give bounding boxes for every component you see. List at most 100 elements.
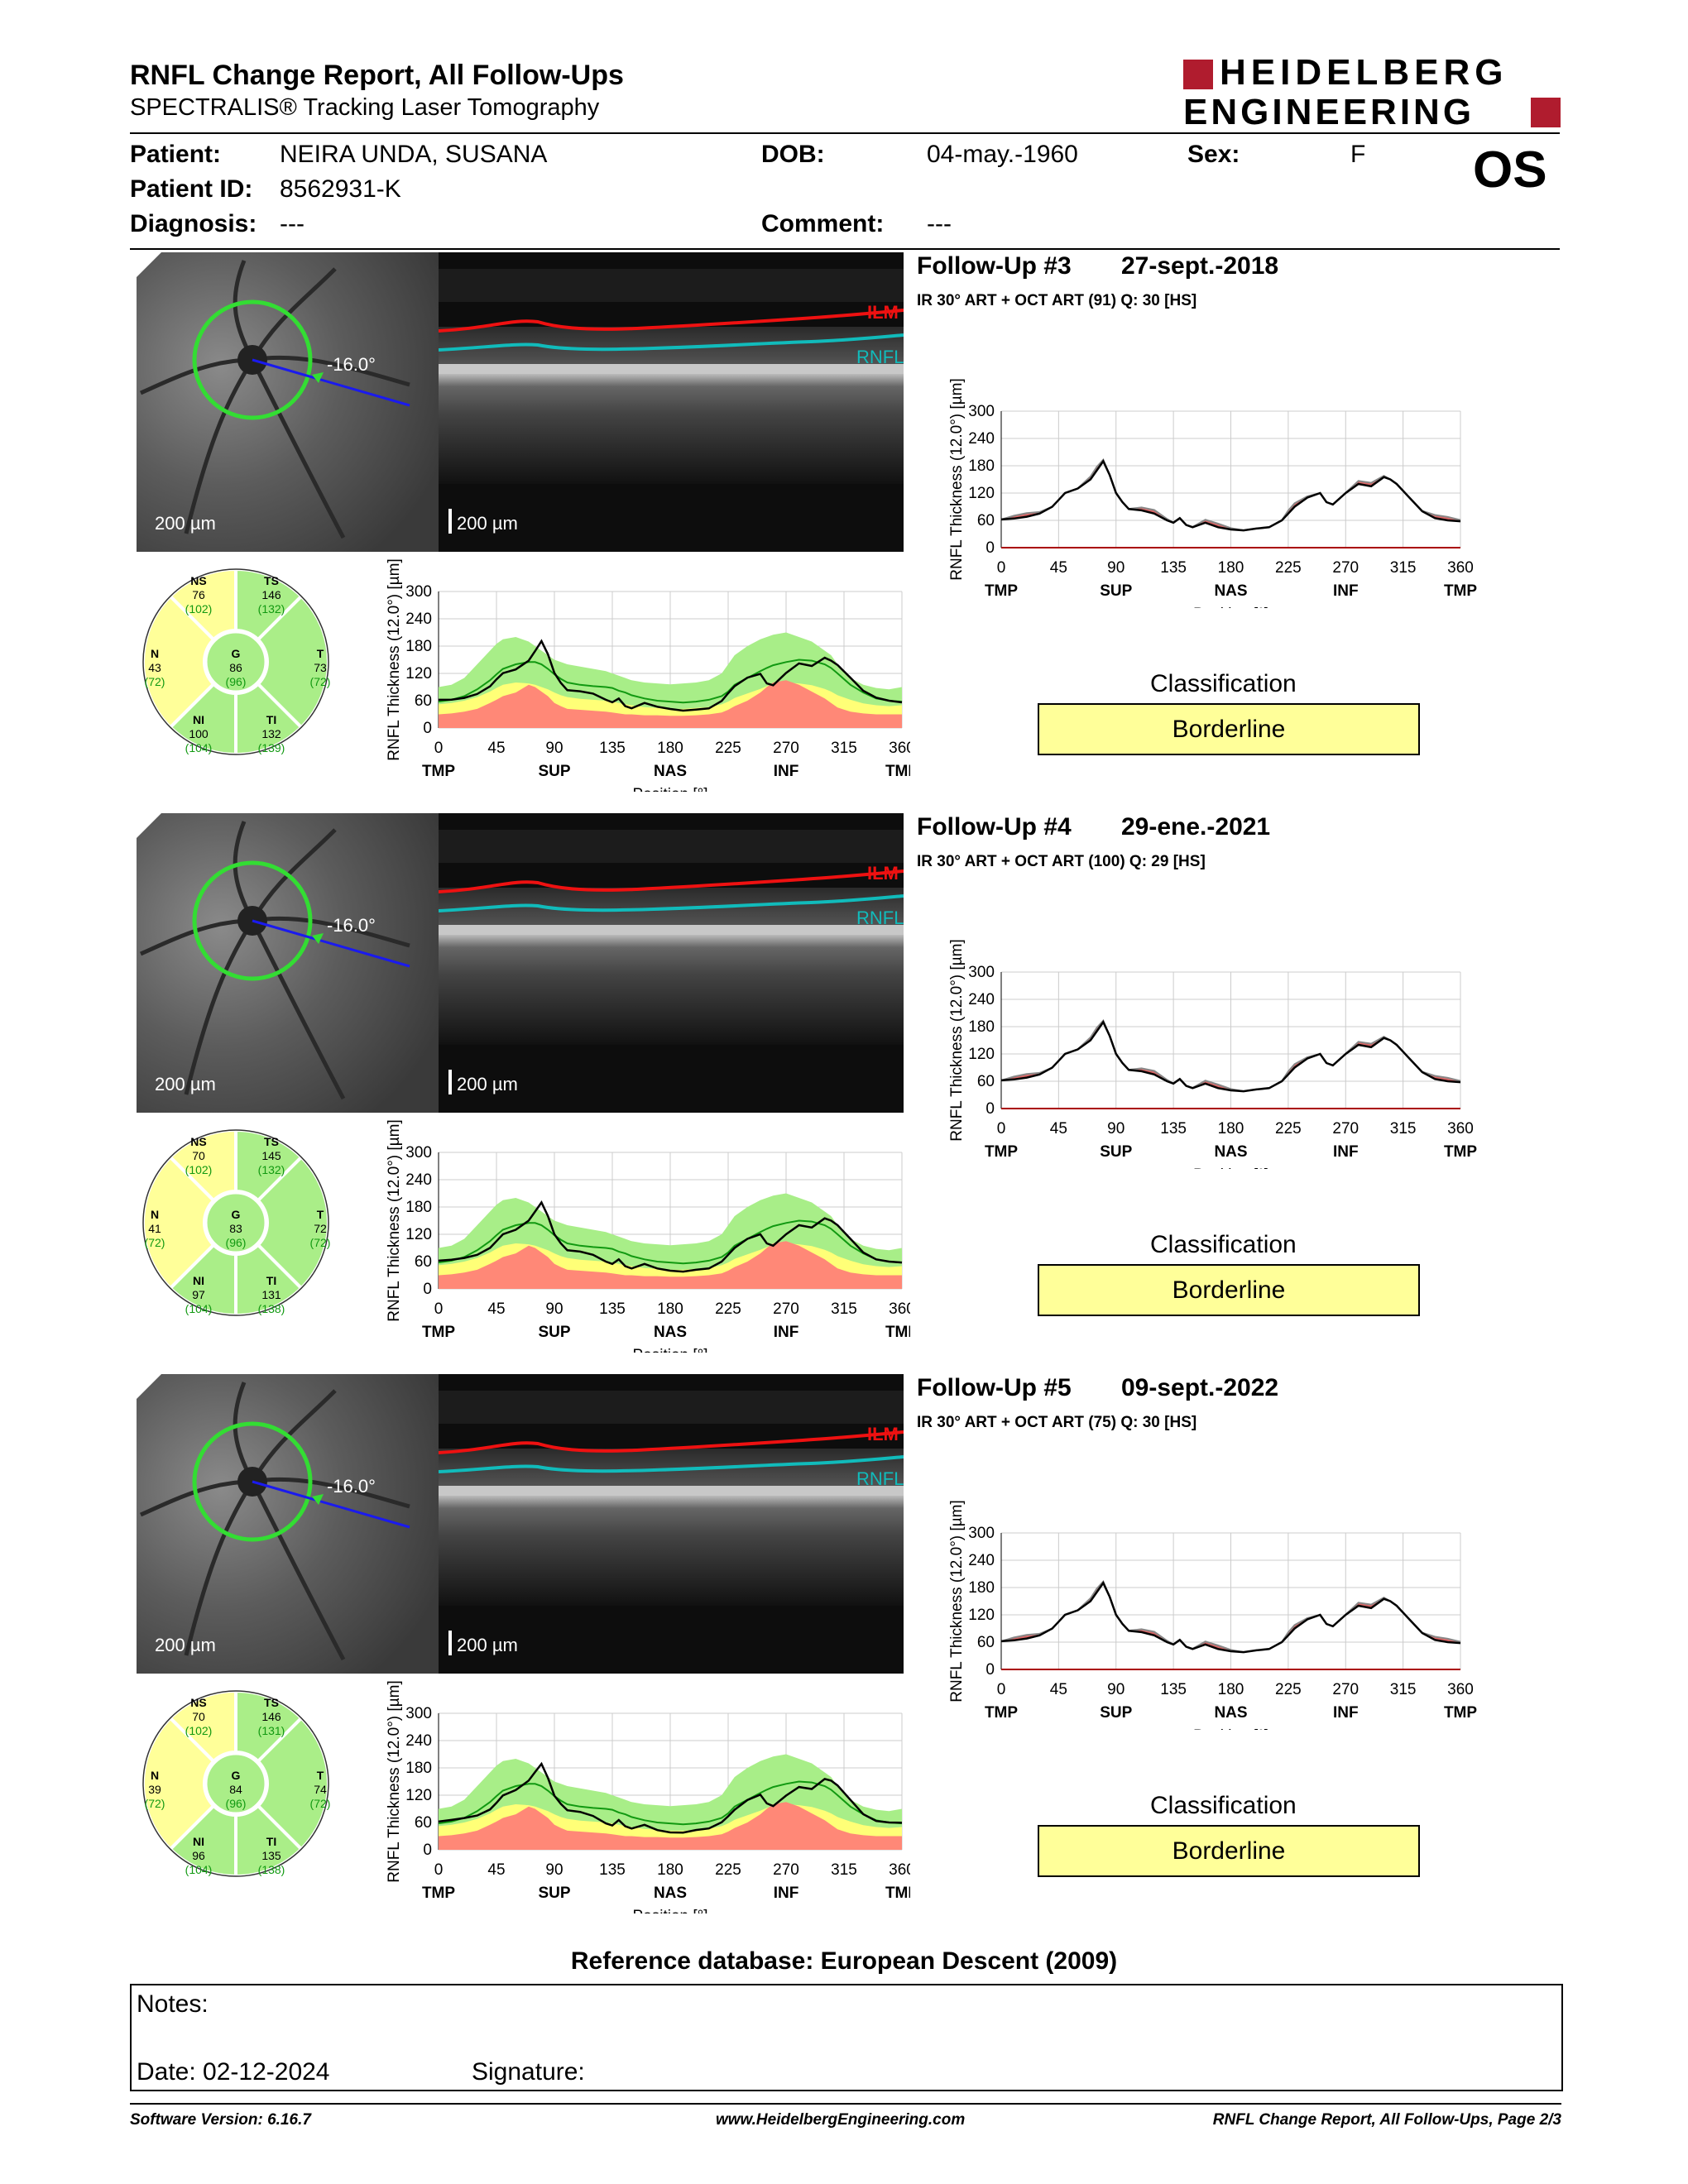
change-chart-x-tick: 0 <box>997 1681 1006 1698</box>
sector-ts-label: TS <box>264 1696 279 1709</box>
sector-ns-normal: (102) <box>185 1724 213 1737</box>
classification-result: Borderline <box>1038 1825 1420 1877</box>
ilm-label: ILM <box>867 302 899 323</box>
small-chart-x-tick: 45 <box>487 1300 505 1318</box>
sector-ni-value: 97 <box>192 1288 205 1301</box>
small-chart-x-tick: 315 <box>831 1300 857 1318</box>
small-chart-y-tick: 180 <box>405 638 432 655</box>
small-chart-region-label: SUP <box>538 1885 570 1902</box>
change-chart-y-tick: 300 <box>968 403 995 420</box>
logo-line2: ENGINEERING <box>1183 92 1475 132</box>
small-chart-y-tick: 60 <box>415 1253 432 1271</box>
ilm-line <box>439 309 904 333</box>
patient-label: Patient: <box>130 141 222 168</box>
rpe-band <box>439 1486 904 1496</box>
bscan-scale: 200 µm <box>457 513 518 534</box>
small-chart-x-axis-label: Position [°] <box>632 1347 707 1353</box>
rnfl-label: RNFL <box>856 1468 904 1489</box>
small-chart-y-tick: 180 <box>405 1199 432 1216</box>
ilm-label: ILM <box>867 863 899 884</box>
sector-ni-normal: (104) <box>185 1863 213 1876</box>
small-chart-region-label: TMP <box>885 1324 910 1341</box>
change-chart-region-label: TMP <box>985 1704 1018 1722</box>
change-chart-x-tick: 45 <box>1050 1120 1067 1138</box>
scan-arrow <box>312 1494 324 1505</box>
sector-shapes <box>141 1128 330 1318</box>
change-chart-x-tick: 225 <box>1275 1120 1302 1138</box>
small-chart-y-tick: 60 <box>415 692 432 710</box>
sector-ns-value: 76 <box>192 588 205 601</box>
small-chart-y-tick: 60 <box>415 1814 432 1832</box>
change-chart-x-tick: 135 <box>1160 1681 1187 1698</box>
followup-line <box>1000 1581 1461 1654</box>
change-chart-region-label: INF <box>1333 582 1359 600</box>
scan-start-line <box>252 1480 410 1529</box>
sector-t-value: 72 <box>314 1222 327 1235</box>
baseline-line <box>1000 1018 1461 1093</box>
change-chart-region-label: TMP <box>985 582 1018 600</box>
change-chart-y-tick: 0 <box>985 1661 995 1679</box>
sector-outline <box>142 1129 329 1316</box>
sector-n-normal: (72) <box>145 1236 165 1249</box>
sector-ti-label: TI <box>266 1835 276 1848</box>
outside-normal-band <box>439 1241 902 1289</box>
small-chart-region-label: NAS <box>654 1885 687 1902</box>
sector-g-value: 86 <box>229 661 242 674</box>
sector-n-normal: (72) <box>145 675 165 688</box>
followup-line <box>1000 1020 1461 1093</box>
sector-t-value: 74 <box>314 1783 327 1796</box>
small-chart-y-tick: 0 <box>423 1281 432 1298</box>
small-chart-y-tick: 120 <box>405 1226 432 1243</box>
small-chart-region-label: NAS <box>654 763 687 780</box>
small-chart-x-tick: 0 <box>434 1300 444 1318</box>
followup-title: Follow-Up #4 <box>917 813 1072 841</box>
followup-title: Follow-Up #5 <box>917 1374 1072 1401</box>
logo-square-top <box>1183 60 1213 89</box>
change-chart-region-label: NAS <box>1214 1704 1247 1722</box>
patient-rule <box>130 248 1560 250</box>
website-link[interactable]: www.HeidelbergEngineering.com <box>716 2111 966 2129</box>
change-chart-y-tick: 180 <box>968 1579 995 1597</box>
bscan-svg <box>439 1374 904 1674</box>
change-chart-x-tick: 0 <box>997 559 1006 577</box>
change-chart-x-tick: 315 <box>1390 559 1417 577</box>
sector-ts-label: TS <box>264 1135 279 1148</box>
change-chart-y-tick: 240 <box>968 991 995 1008</box>
reference-database: Reference database: European Descent (20… <box>570 1947 1118 1975</box>
small-chart-y-tick: 240 <box>405 1732 432 1750</box>
change-chart-y-tick: 300 <box>968 964 995 981</box>
small-chart-y-tick: 120 <box>405 1787 432 1804</box>
followup-line <box>1000 459 1461 532</box>
sector-t-label: T <box>317 1769 324 1782</box>
angle-label: -16.0° <box>327 354 376 375</box>
small-chart-y-axis-label: RNFL Thickness (12.0°) [µm] <box>386 558 403 761</box>
change-chart-x-tick: 90 <box>1107 559 1125 577</box>
small-chart-x-tick: 315 <box>831 740 857 757</box>
change-chart-y-axis-label: RNFL Thickness (12.0°) [µm] <box>948 378 966 581</box>
sector-ns-normal: (102) <box>185 1163 213 1176</box>
small-chart-y-tick: 240 <box>405 1171 432 1189</box>
small-chart-x-axis-label: Position [°] <box>632 786 707 792</box>
change-chart-region-label: SUP <box>1100 582 1132 600</box>
small-chart-y-axis-label: RNFL Thickness (12.0°) [µm] <box>386 1680 403 1883</box>
change-chart-y-tick: 240 <box>968 430 995 448</box>
change-chart-x-tick: 225 <box>1275 1681 1302 1698</box>
comment-value: --- <box>927 210 952 237</box>
bscan-scale: 200 µm <box>457 1635 518 1655</box>
report-date: Date: 02-12-2024 <box>137 2058 330 2086</box>
outside-normal-band <box>439 1802 902 1850</box>
change-chart-x-tick: 180 <box>1218 1120 1244 1138</box>
change-chart-x-tick: 135 <box>1160 1120 1187 1138</box>
small-chart-y-tick: 180 <box>405 1760 432 1777</box>
sector-ts-value: 146 <box>261 1710 281 1723</box>
sex-value: F <box>1350 141 1366 168</box>
footer-rule <box>130 2103 1561 2105</box>
page-info: RNFL Change Report, All Follow-Ups, Page… <box>1212 2111 1561 2129</box>
sector-ts-normal: (132) <box>258 1163 285 1176</box>
sector-ti-label: TI <box>266 713 276 726</box>
fundus-scale: 200 µm <box>155 1635 216 1655</box>
small-chart-x-tick: 90 <box>545 1300 563 1318</box>
followup-date: 29-ene.-2021 <box>1121 813 1271 841</box>
header-rule <box>130 132 1560 134</box>
small-chart-x-tick: 0 <box>434 1861 444 1879</box>
